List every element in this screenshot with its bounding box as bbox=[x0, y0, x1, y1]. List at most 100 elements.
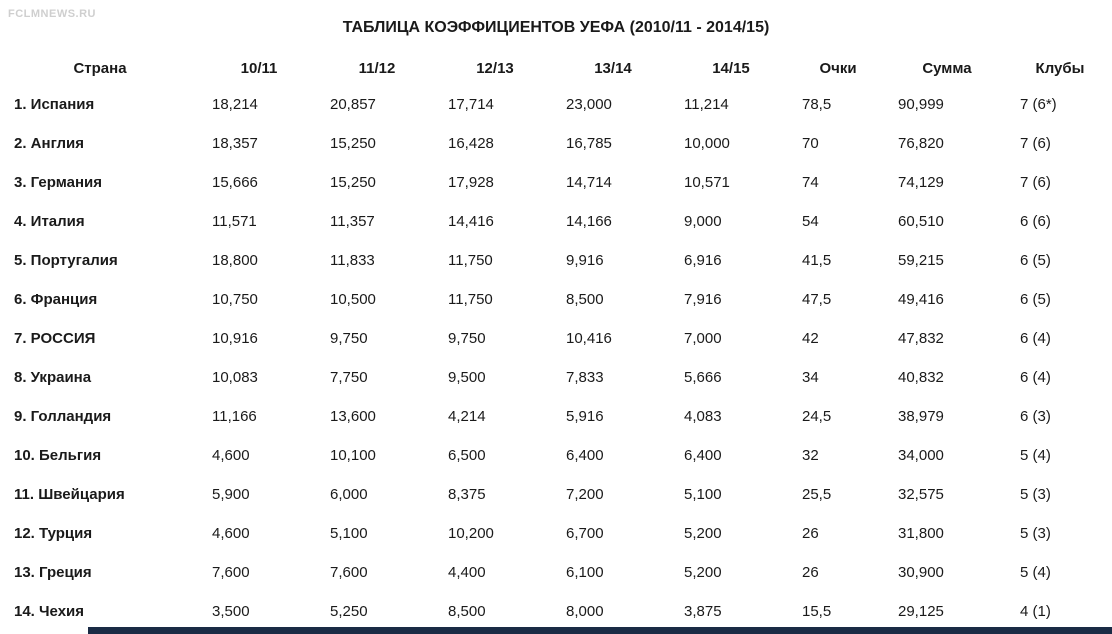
cell-value: 17,714 bbox=[448, 96, 494, 113]
cell-value: 8,375 bbox=[448, 486, 486, 503]
cell-value: 76,820 bbox=[898, 135, 944, 152]
uefa-coefficients-table: Страна 10/11 11/12 12/13 13/14 14/15 Очк… bbox=[0, 51, 1112, 631]
cell-value: 8,000 bbox=[566, 603, 604, 620]
cell-value: 11,166 bbox=[212, 408, 257, 425]
cell-value: 10,200 bbox=[448, 525, 494, 542]
cell-value: 24,5 bbox=[802, 408, 832, 425]
cell-country: 9. Голландия bbox=[14, 408, 112, 425]
cell-country: 12. Турция bbox=[14, 525, 93, 542]
cell-value: 6 (4) bbox=[1020, 330, 1051, 347]
column-header-season-10-11: 10/11 bbox=[240, 59, 278, 77]
cell-value: 40,832 bbox=[898, 369, 944, 386]
cell-value: 41,5 bbox=[802, 252, 832, 269]
column-header-season-11-12: 11/12 bbox=[358, 59, 396, 77]
cell-value: 9,500 bbox=[448, 369, 486, 386]
table-row: 12. Турция 4,600 5,100 10,200 6,700 5,200 26 31… bbox=[0, 514, 1112, 553]
cell-value: 42 bbox=[802, 330, 819, 347]
cell-value: 6 (6) bbox=[1020, 213, 1051, 230]
cell-value: 7 (6*) bbox=[1020, 96, 1057, 113]
cell-value: 74,129 bbox=[898, 174, 944, 191]
cell-value: 16,785 bbox=[566, 135, 612, 152]
column-header-season-13-14: 13/14 bbox=[594, 59, 632, 77]
table-row: 11. Швейцария 5,900 6,000 8,375 7,200 5,100 25… bbox=[0, 475, 1112, 514]
cell-value: 20,857 bbox=[330, 96, 376, 113]
cell-value: 10,916 bbox=[212, 330, 258, 347]
table-row: 3. Германия 15,666 15,250 17,928 14,714 10,57… bbox=[0, 163, 1112, 202]
cell-value: 5,200 bbox=[684, 564, 722, 581]
cell-value: 10,416 bbox=[566, 330, 612, 347]
table-row: 7. РОССИЯ 10,916 9,750 9,750 10,416 7,000 42 47… bbox=[0, 319, 1112, 358]
cell-value: 5 (3) bbox=[1020, 525, 1051, 542]
cell-value: 54 bbox=[802, 213, 819, 230]
column-header-season-14-15: 14/15 bbox=[712, 59, 750, 77]
cell-country: 11. Швейцария bbox=[14, 486, 125, 503]
cell-value: 6,000 bbox=[330, 486, 368, 503]
cell-value: 7,833 bbox=[566, 369, 604, 386]
cell-value: 26 bbox=[802, 525, 819, 542]
cell-value: 11,214 bbox=[684, 96, 729, 113]
cell-value: 6 (5) bbox=[1020, 291, 1051, 308]
cell-value: 11,833 bbox=[330, 252, 375, 269]
cell-value: 25,5 bbox=[802, 486, 832, 503]
cell-value: 14,714 bbox=[566, 174, 612, 191]
cell-value: 7,916 bbox=[684, 291, 722, 308]
cell-value: 26 bbox=[802, 564, 819, 581]
table-row: 4. Италия 11,571 11,357 14,416 14,166 9,000 54… bbox=[0, 202, 1112, 241]
cell-value: 7,000 bbox=[684, 330, 722, 347]
cell-value: 6 (4) bbox=[1020, 369, 1051, 386]
cell-value: 7,600 bbox=[330, 564, 368, 581]
cell-value: 7,600 bbox=[212, 564, 250, 581]
cell-value: 10,083 bbox=[212, 369, 258, 386]
table-body: 1. Испания 18,214 20,857 17,714 23,000 11,214… bbox=[0, 85, 1112, 631]
cell-value: 70 bbox=[802, 135, 819, 152]
cell-value: 10,100 bbox=[330, 447, 376, 464]
cell-value: 17,928 bbox=[448, 174, 494, 191]
cell-value: 5 (4) bbox=[1020, 564, 1051, 581]
cell-value: 16,428 bbox=[448, 135, 494, 152]
cell-value: 5,200 bbox=[684, 525, 722, 542]
cell-value: 10,500 bbox=[330, 291, 376, 308]
cell-country: 8. Украина bbox=[14, 369, 92, 386]
table-row: 1. Испания 18,214 20,857 17,714 23,000 11,214… bbox=[0, 85, 1112, 124]
cell-value: 6,916 bbox=[684, 252, 722, 269]
table-row: 6. Франция 10,750 10,500 11,750 8,500 7,916 47… bbox=[0, 280, 1112, 319]
cell-value: 38,979 bbox=[898, 408, 944, 425]
cell-value: 59,215 bbox=[898, 252, 944, 269]
cell-value: 6 (5) bbox=[1020, 252, 1051, 269]
column-header-clubs: Клубы bbox=[1035, 59, 1085, 77]
cell-value: 5,666 bbox=[684, 369, 722, 386]
cell-country: 7. РОССИЯ bbox=[14, 330, 96, 347]
cell-value: 5 (3) bbox=[1020, 486, 1051, 503]
cell-country: 1. Испания bbox=[14, 96, 95, 113]
cell-value: 5,900 bbox=[212, 486, 250, 503]
cell-value: 78,5 bbox=[802, 96, 832, 113]
cell-value: 4,600 bbox=[212, 525, 250, 542]
cell-value: 29,125 bbox=[898, 603, 944, 620]
column-header-country: Страна bbox=[73, 59, 127, 77]
cell-value: 9,750 bbox=[448, 330, 486, 347]
cell-value: 4 (1) bbox=[1020, 603, 1051, 620]
cell-value: 5,250 bbox=[330, 603, 368, 620]
cell-value: 7 (6) bbox=[1020, 174, 1051, 191]
cell-value: 11,357 bbox=[330, 213, 375, 230]
cell-value: 15,250 bbox=[330, 135, 376, 152]
cell-value: 13,600 bbox=[330, 408, 376, 425]
cell-value: 4,083 bbox=[684, 408, 722, 425]
cell-value: 9,916 bbox=[566, 252, 604, 269]
cell-value: 6,100 bbox=[566, 564, 604, 581]
cell-country: 6. Франция bbox=[14, 291, 98, 308]
cell-value: 60,510 bbox=[898, 213, 944, 230]
page-title: ТАБЛИЦА КОЭФФИЦИЕНТОВ УЕФА (2010/11 - 20… bbox=[342, 19, 770, 36]
cell-country: 2. Англия bbox=[14, 135, 84, 152]
cell-country: 10. Бельгия bbox=[14, 447, 102, 464]
cell-value: 10,571 bbox=[684, 174, 730, 191]
cell-value: 9,750 bbox=[330, 330, 368, 347]
cell-value: 32,575 bbox=[898, 486, 944, 503]
cell-value: 74 bbox=[802, 174, 819, 191]
site-watermark: FCLMNEWS.RU bbox=[8, 8, 96, 20]
cell-value: 18,214 bbox=[212, 96, 258, 113]
cell-value: 15,5 bbox=[802, 603, 832, 620]
table-row: 2. Англия 18,357 15,250 16,428 16,785 10,000 7… bbox=[0, 124, 1112, 163]
table-row: 9. Голландия 11,166 13,600 4,214 5,916 4,083 2… bbox=[0, 397, 1112, 436]
column-header-points: Очки bbox=[819, 59, 857, 77]
